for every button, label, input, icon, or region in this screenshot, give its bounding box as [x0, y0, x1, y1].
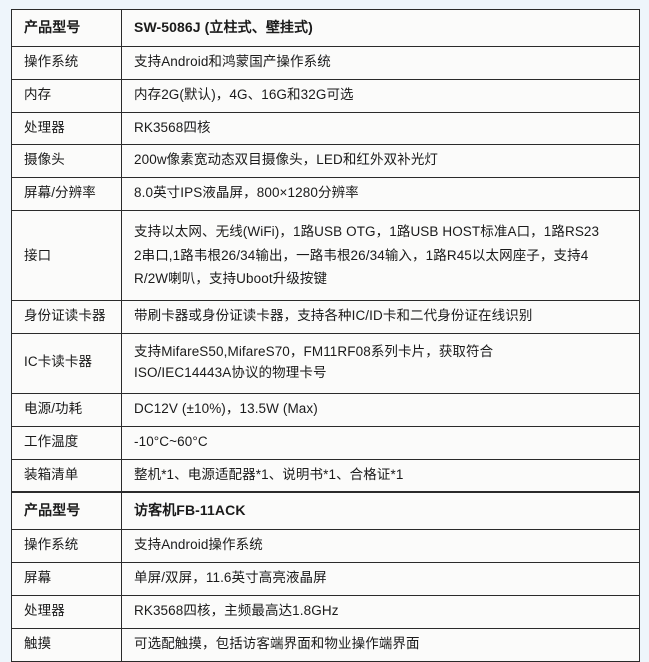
spec-value: 带刷卡器或身份证读卡器，支持各种IC/ID卡和二代身份证在线识别: [121, 299, 640, 334]
spec-value-line: 2串口,1路韦根26/34输出，一路韦根26/34输入，1路R45以太网座子，支…: [134, 247, 589, 263]
table-row: 触摸 可选配触摸，包括访客端界面和物业操作端界面: [11, 627, 640, 662]
spec-value-line: R/2W喇叭，支持Uboot升级按键: [134, 270, 328, 286]
spec-value-line: RK3568四核，主频最高达1.8GHz: [134, 603, 339, 619]
spec-label: 处理器: [11, 595, 122, 629]
spec-label: 内存: [11, 78, 122, 113]
spec-label: 屏幕/分辨率: [11, 177, 122, 212]
spec-value-line: 内存2G(默认)，4G、16G和32G可选: [134, 86, 354, 102]
document-page: 产品型号 SW-5086J (立柱式、壁挂式) 操作系统 支持Android和鸿蒙…: [11, 9, 640, 662]
table-row: 身份证读卡器 带刷卡器或身份证读卡器，支持各种IC/ID卡和二代身份证在线识别: [11, 299, 640, 334]
spec-value: 支持MifareS50,MifareS70，FM11RF08系列卡片，获取符合 I…: [121, 332, 640, 394]
spec-value-line: RK3568四核: [134, 119, 211, 135]
spec-label: 屏幕: [11, 562, 122, 597]
spec-value: 支持Android和鸿蒙国产操作系统: [121, 45, 640, 80]
spec-value: DC12V (±10%)，13.5W (Max): [121, 392, 640, 427]
spec-value-line: -10°C~60°C: [134, 433, 208, 449]
table-row: 装箱清单 整机*1、电源适配器*1、说明书*1、合格证*1: [11, 458, 640, 493]
spec-label: 接口: [11, 210, 122, 301]
table-row: 产品型号 SW-5086J (立柱式、壁挂式): [11, 9, 640, 47]
spec-table-2-wrap: 产品型号 访客机FB-11ACK 操作系统 支持Android操作系统 屏幕 单屏/双…: [11, 492, 640, 662]
spec-label: 产品型号: [11, 9, 122, 47]
spec-table-1-body: 操作系统 支持Android和鸿蒙国产操作系统 内存 内存2G(默认)，4G、16G和…: [11, 45, 640, 493]
spec-value-line: 单屏/双屏，11.6英寸高亮液晶屏: [134, 570, 327, 586]
table-row: 处理器 RK3568四核，主频最高达1.8GHz: [11, 595, 640, 629]
sw-5086j-spec-table: 产品型号 SW-5086J (立柱式、壁挂式) 操作系统 支持Android和鸿蒙…: [11, 9, 640, 493]
table-row: 操作系统 支持Android和鸿蒙国产操作系统: [11, 45, 640, 80]
spec-value: 单屏/双屏，11.6英寸高亮液晶屏: [121, 562, 640, 597]
spec-value: 200w像素宽动态双目摄像头，LED和红外双补光灯: [121, 144, 640, 179]
spec-value-line: 支持Android操作系统: [134, 537, 263, 553]
table-row: 接口 支持以太网、无线(WiFi)，1路USB OTG，1路USB HOST标准A…: [11, 210, 640, 301]
spec-value: 可选配触摸，包括访客端界面和物业操作端界面: [121, 627, 640, 662]
spec-label: 产品型号: [11, 492, 122, 531]
spec-value-line: ISO/IEC14443A协议的物理卡号: [134, 364, 327, 380]
table-row: 电源/功耗 DC12V (±10%)，13.5W (Max): [11, 392, 640, 427]
spec-value-line: 可选配触摸，包括访客端界面和物业操作端界面: [134, 635, 420, 651]
table-row: 内存 内存2G(默认)，4G、16G和32G可选: [11, 78, 640, 113]
spec-value-line: 支持以太网、无线(WiFi)，1路USB OTG，1路USB HOST标准A口，…: [134, 224, 600, 240]
spec-value-line: 支持Android和鸿蒙国产操作系统: [134, 53, 331, 69]
spec-label: 摄像头: [11, 144, 122, 179]
spec-label: 处理器: [11, 111, 122, 146]
spec-label: 操作系统: [11, 529, 122, 564]
spec-label: 操作系统: [11, 45, 122, 80]
spec-value-line: 200w像素宽动态双目摄像头，LED和红外双补光灯: [134, 152, 439, 168]
table-row: 屏幕 单屏/双屏，11.6英寸高亮液晶屏: [11, 562, 640, 597]
spec-value: 内存2G(默认)，4G、16G和32G可选: [121, 78, 640, 113]
table-row: IC卡读卡器 支持MifareS50,MifareS70，FM11RF08系列卡片…: [11, 332, 640, 394]
spec-value: 支持Android操作系统: [121, 529, 640, 564]
table-row: 屏幕/分辨率 8.0英寸IPS液晶屏，800×1280分辨率: [11, 177, 640, 212]
table-row: 处理器 RK3568四核: [11, 111, 640, 146]
spec-value-line: 8.0英寸IPS液晶屏，800×1280分辨率: [134, 185, 359, 201]
spec-label: 身份证读卡器: [11, 299, 122, 334]
spec-table-2-body: 操作系统 支持Android操作系统 屏幕 单屏/双屏，11.6英寸高亮液晶屏 处理器 R…: [11, 529, 640, 662]
spec-table-1-wrap: 产品型号 SW-5086J (立柱式、壁挂式) 操作系统 支持Android和鸿蒙…: [11, 9, 640, 493]
spec-value-line: 整机*1、电源适配器*1、说明书*1、合格证*1: [134, 466, 404, 482]
spec-value: 访客机FB-11ACK: [121, 492, 640, 531]
spec-value: RK3568四核: [121, 111, 640, 146]
spec-value-line: DC12V (±10%)，13.5W (Max): [134, 400, 318, 416]
spec-label: IC卡读卡器: [11, 332, 122, 394]
spec-label: 装箱清单: [11, 458, 122, 493]
table-row: 摄像头 200w像素宽动态双目摄像头，LED和红外双补光灯: [11, 144, 640, 179]
spec-value: 整机*1、电源适配器*1、说明书*1、合格证*1: [121, 458, 640, 493]
spec-value: 8.0英寸IPS液晶屏，800×1280分辨率: [121, 177, 640, 212]
spec-value-line: 支持MifareS50,MifareS70，FM11RF08系列卡片，获取符合: [134, 343, 494, 359]
spec-label: 触摸: [11, 627, 122, 662]
spec-value: 支持以太网、无线(WiFi)，1路USB OTG，1路USB HOST标准A口，…: [121, 210, 640, 301]
spec-value: RK3568四核，主频最高达1.8GHz: [121, 595, 640, 629]
fb-11ack-spec-table: 产品型号 访客机FB-11ACK 操作系统 支持Android操作系统 屏幕 单屏/双…: [11, 492, 640, 662]
spec-label: 电源/功耗: [11, 392, 122, 427]
table-row: 操作系统 支持Android操作系统: [11, 529, 640, 564]
table-row: 产品型号 访客机FB-11ACK: [11, 492, 640, 531]
table-row: 工作温度 -10°C~60°C: [11, 425, 640, 460]
spec-value-line: 带刷卡器或身份证读卡器，支持各种IC/ID卡和二代身份证在线识别: [134, 307, 533, 323]
spec-label: 工作温度: [11, 425, 122, 460]
spec-value: -10°C~60°C: [121, 425, 640, 460]
spec-value: SW-5086J (立柱式、壁挂式): [121, 9, 640, 47]
